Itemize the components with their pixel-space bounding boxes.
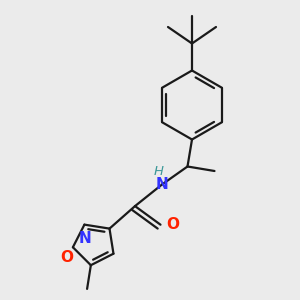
Text: O: O (166, 217, 179, 232)
Text: N: N (79, 231, 92, 246)
Text: O: O (60, 250, 73, 265)
Text: H: H (153, 165, 164, 178)
Text: N: N (156, 177, 168, 192)
